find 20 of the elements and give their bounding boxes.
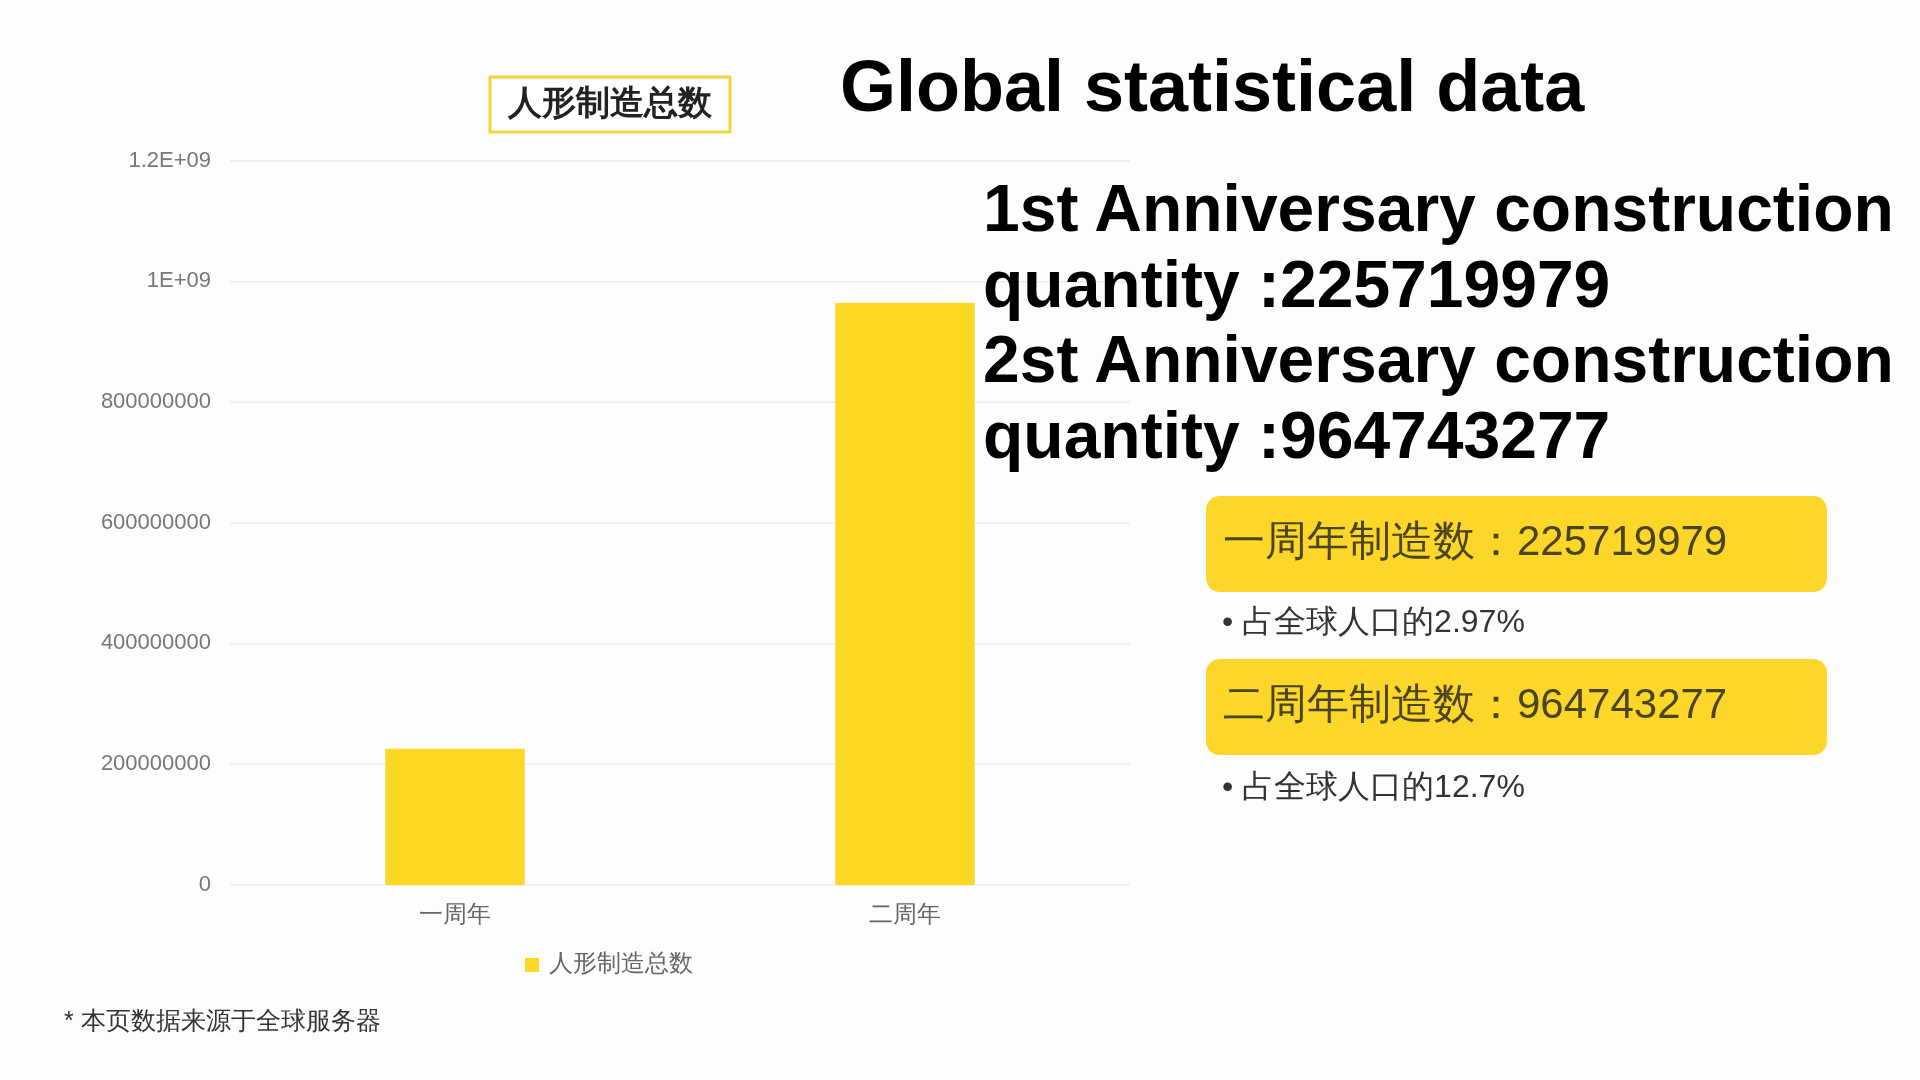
y-tick-label: 1E+09: [146, 267, 211, 293]
text: Global statistical data: [840, 46, 1586, 127]
annotation: quantity :964743277: [983, 398, 1611, 473]
legend: 人形制造总数: [525, 949, 693, 977]
y-tick-label: 800000000: [100, 388, 211, 414]
title: 人形制造总数: [488, 75, 732, 134]
x-tick-label: 一周年: [419, 900, 491, 928]
y-tick-label: 1.2E+09: [128, 146, 211, 172]
annotation: 2st Anniversary construction: [983, 322, 1894, 397]
annotation: quantity :225719979: [983, 247, 1611, 322]
y-tick-label: 600000000: [100, 508, 211, 534]
chart-title: 人形制造总数: [507, 82, 713, 121]
y-tick-label: 0: [198, 870, 211, 896]
y-tick-label: 400000000: [100, 629, 211, 655]
text: • 占全球人口的12.7%: [1222, 768, 1525, 805]
text: • 占全球人口的2.97%: [1222, 603, 1525, 640]
annotation: 1st Anniversary construction: [983, 171, 1894, 246]
x-tick-label: 二周年: [869, 900, 941, 928]
y-tick-label: 200000000: [100, 750, 211, 776]
text: * 本页数据来源于全球服务器: [64, 1005, 381, 1034]
